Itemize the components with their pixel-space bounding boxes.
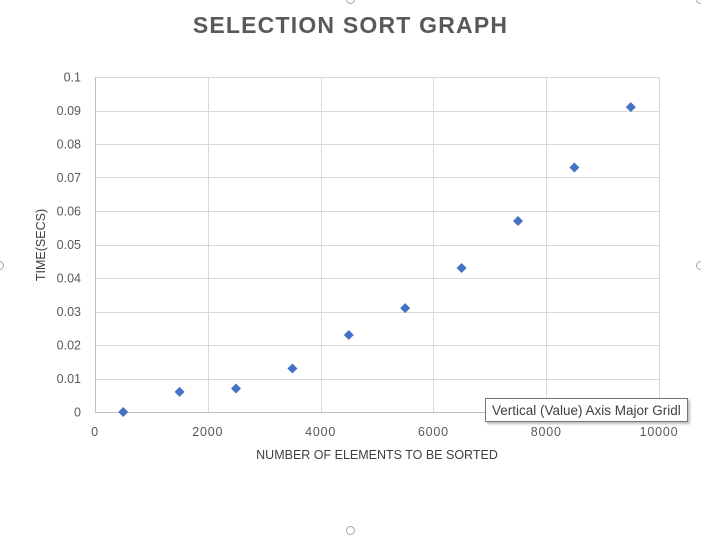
y-tick-label: 0.06 bbox=[57, 205, 81, 219]
y-axis-ticks: 0 0.01 0.02 0.03 0.04 0.05 0.06 0.07 0.08 0.09 0.1 bbox=[57, 71, 81, 420]
x-tick-label: 4000 bbox=[305, 425, 336, 439]
y-tick-label: 0.1 bbox=[64, 71, 81, 85]
data-point[interactable] bbox=[287, 363, 298, 374]
y-tick-label: 0.03 bbox=[57, 305, 81, 319]
data-points bbox=[118, 102, 636, 417]
y-tick-label: 0.01 bbox=[57, 372, 81, 386]
data-point[interactable] bbox=[513, 216, 523, 227]
x-tick-label: 8000 bbox=[531, 425, 562, 439]
x-tick-label: 0 bbox=[91, 425, 99, 439]
x-axis-ticks: 0 2000 4000 6000 8000 10000 bbox=[91, 425, 679, 439]
data-point[interactable] bbox=[118, 407, 129, 417]
y-axis-label[interactable]: TIME(SECS) bbox=[34, 209, 48, 281]
y-tick-label: 0.07 bbox=[57, 171, 81, 185]
data-point[interactable] bbox=[400, 303, 411, 314]
data-point[interactable] bbox=[174, 386, 185, 397]
y-tick-label: 0.08 bbox=[57, 138, 81, 152]
data-point[interactable] bbox=[625, 102, 636, 113]
chart-title[interactable]: SELECTION SORT GRAPH bbox=[192, 12, 509, 38]
data-point[interactable] bbox=[569, 162, 580, 173]
resize-handle-right[interactable] bbox=[696, 261, 701, 270]
resize-handle-top-right[interactable] bbox=[696, 0, 701, 4]
y-tick-label: 0.05 bbox=[57, 238, 81, 252]
gridlines bbox=[95, 77, 660, 413]
x-tick-label: 10000 bbox=[640, 425, 679, 439]
y-tick-label: 0.09 bbox=[57, 104, 81, 118]
gridline-tooltip: Vertical (Value) Axis Major Gridl bbox=[485, 398, 688, 422]
x-tick-label: 2000 bbox=[192, 425, 223, 439]
data-point[interactable] bbox=[231, 383, 241, 394]
x-tick-label: 6000 bbox=[418, 425, 449, 439]
y-tick-label: 0.02 bbox=[57, 339, 81, 353]
data-point[interactable] bbox=[343, 329, 354, 340]
y-tick-label: 0 bbox=[74, 406, 81, 420]
data-point[interactable] bbox=[456, 262, 467, 273]
y-tick-label: 0.04 bbox=[57, 272, 81, 286]
x-axis-label[interactable]: NUMBER OF ELEMENTS TO BE SORTED bbox=[256, 448, 498, 462]
